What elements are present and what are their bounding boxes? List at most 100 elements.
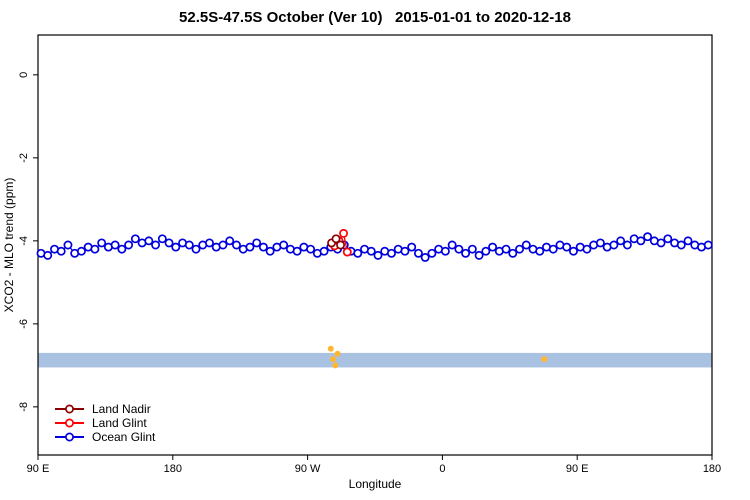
data-point-ocean-glint <box>110 240 120 250</box>
data-point-ocean-glint <box>609 240 619 250</box>
y-tick-label: -2 <box>18 153 30 163</box>
data-point-ocean-glint <box>683 236 693 246</box>
data-point-ocean-glint <box>373 250 383 260</box>
coverage-band <box>38 352 712 368</box>
data-point-ocean-glint <box>488 242 498 252</box>
x-tick-label: 90 W <box>295 463 321 475</box>
data-point-ocean-glint <box>663 234 673 244</box>
data-point-land-glint <box>342 247 352 257</box>
data-point-ocean-glint <box>535 246 545 256</box>
data-point-ocean-glint <box>225 236 235 246</box>
y-tick-label: 0 <box>18 72 30 78</box>
legend-marker-land-glint <box>65 418 74 428</box>
data-point-ocean-glint <box>656 238 666 248</box>
coverage-band-mark <box>327 345 334 352</box>
data-point-ocean-glint <box>90 244 100 254</box>
data-point-ocean-glint <box>643 232 653 242</box>
data-point-ocean-glint <box>501 244 511 254</box>
data-point-ocean-glint <box>191 244 201 254</box>
data-point-ocean-glint <box>205 238 214 248</box>
data-point-ocean-glint <box>622 240 632 250</box>
data-point-ocean-glint <box>481 246 491 256</box>
data-point-ocean-glint <box>306 244 316 254</box>
data-point-ocean-glint <box>676 240 686 250</box>
data-point-ocean-glint <box>562 242 572 252</box>
data-point-ocean-glint <box>582 244 592 254</box>
data-point-ocean-glint <box>97 238 107 248</box>
data-point-ocean-glint <box>413 248 423 258</box>
data-point-ocean-glint <box>144 236 154 246</box>
data-point-ocean-glint <box>353 248 363 258</box>
data-point-ocean-glint <box>440 246 450 256</box>
x-axis-label: Longitude <box>349 477 402 491</box>
data-point-ocean-glint <box>515 244 524 254</box>
data-point-ocean-glint <box>218 240 228 250</box>
data-point-land-nadir <box>336 240 346 250</box>
data-point-ocean-glint <box>130 234 140 244</box>
data-point-ocean-glint <box>157 234 167 244</box>
legend-label-land-nadir: Land Nadir <box>92 402 151 416</box>
data-point-ocean-glint <box>43 250 53 260</box>
data-point-land-nadir <box>331 234 341 244</box>
y-tick-label: -6 <box>18 319 30 329</box>
data-point-ocean-glint <box>474 250 484 260</box>
data-point-ocean-glint <box>387 248 396 258</box>
coverage-band-mark <box>334 350 341 357</box>
coverage-band-mark <box>332 362 339 369</box>
data-point-ocean-glint <box>151 240 161 250</box>
data-point-ocean-glint <box>595 238 605 248</box>
data-layer <box>36 228 713 262</box>
coverage-band-mark <box>541 356 548 363</box>
y-axis-label: XCO2 - MLO trend (ppm) <box>2 178 16 313</box>
data-point-ocean-glint <box>252 238 262 248</box>
data-point-ocean-glint <box>117 244 127 254</box>
legend-item-ocean-glint: Ocean Glint <box>55 430 156 444</box>
data-point-ocean-glint <box>63 240 73 250</box>
data-point-ocean-glint <box>400 246 410 256</box>
data-point-ocean-glint <box>447 240 457 250</box>
legend-marker-land-nadir <box>65 404 74 414</box>
legend-label-land-glint: Land Glint <box>92 416 147 430</box>
data-point-ocean-glint <box>258 242 268 252</box>
data-point-ocean-glint <box>427 248 437 258</box>
data-point-ocean-glint <box>245 242 255 252</box>
x-tick-label: 180 <box>703 463 721 475</box>
legend-item-land-nadir: Land Nadir <box>55 402 151 416</box>
data-point-ocean-glint <box>76 246 86 256</box>
x-tick-label: 90 E <box>27 463 50 475</box>
data-point-ocean-glint <box>171 242 181 252</box>
data-point-ocean-glint <box>164 238 174 248</box>
data-point-ocean-glint <box>420 253 430 262</box>
data-point-ocean-glint <box>508 248 518 258</box>
chart-title: 52.5S-47.5S October (Ver 10) 2015-01-01 … <box>179 9 571 26</box>
data-point-ocean-glint <box>461 248 471 258</box>
data-point-ocean-glint <box>636 236 646 246</box>
legend-marker-ocean-glint <box>65 432 74 442</box>
data-point-ocean-glint <box>548 244 558 254</box>
data-point-ocean-glint <box>454 244 464 254</box>
data-point-ocean-glint <box>319 246 329 256</box>
x-tick-label: 0 <box>439 463 445 475</box>
data-point-ocean-glint <box>232 240 241 250</box>
data-point-ocean-glint <box>292 246 302 256</box>
x-tick-label: 180 <box>164 463 182 475</box>
data-point-ocean-glint <box>407 242 417 252</box>
data-point-land-glint <box>339 228 348 238</box>
data-point-ocean-glint <box>124 240 134 250</box>
data-point-ocean-glint <box>265 246 275 256</box>
data-point-ocean-glint <box>467 244 477 254</box>
legend-label-ocean-glint: Ocean Glint <box>92 430 156 444</box>
data-point-ocean-glint <box>616 236 626 246</box>
data-point-ocean-glint <box>569 246 578 256</box>
x-tick-label: 90 E <box>566 463 589 475</box>
y-tick-label: -4 <box>18 236 30 246</box>
data-point-ocean-glint <box>279 240 289 250</box>
y-tick-label: -8 <box>18 402 30 412</box>
data-point-ocean-glint <box>703 240 713 250</box>
legend-item-land-glint: Land Glint <box>55 416 147 430</box>
data-point-ocean-glint <box>521 240 531 250</box>
coverage-band-mark <box>330 356 337 363</box>
data-point-ocean-glint <box>184 240 194 250</box>
